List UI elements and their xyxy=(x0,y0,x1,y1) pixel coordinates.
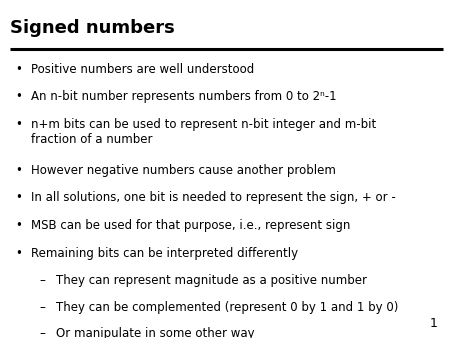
Text: •: • xyxy=(15,63,22,75)
Text: In all solutions, one bit is needed to represent the sign, + or -: In all solutions, one bit is needed to r… xyxy=(31,191,396,204)
Text: Signed numbers: Signed numbers xyxy=(10,19,175,37)
Text: 1: 1 xyxy=(429,317,437,330)
Text: •: • xyxy=(15,90,22,103)
Text: Or manipulate in some other way: Or manipulate in some other way xyxy=(56,327,255,338)
Text: MSB can be used for that purpose, i.e., represent sign: MSB can be used for that purpose, i.e., … xyxy=(31,219,350,232)
Text: n+m bits can be used to represent n-bit integer and m-bit
fraction of a number: n+m bits can be used to represent n-bit … xyxy=(31,118,376,146)
Text: –: – xyxy=(40,327,46,338)
Text: •: • xyxy=(15,118,22,131)
Text: •: • xyxy=(15,164,22,176)
Text: Remaining bits can be interpreted differently: Remaining bits can be interpreted differ… xyxy=(31,247,298,260)
Text: However negative numbers cause another problem: However negative numbers cause another p… xyxy=(31,164,336,176)
Text: An n-bit number represents numbers from 0 to 2ⁿ-1: An n-bit number represents numbers from … xyxy=(31,90,336,103)
Text: •: • xyxy=(15,191,22,204)
Text: Positive numbers are well understood: Positive numbers are well understood xyxy=(31,63,254,75)
Text: –: – xyxy=(40,274,46,287)
Text: •: • xyxy=(15,219,22,232)
Text: They can be complemented (represent 0 by 1 and 1 by 0): They can be complemented (represent 0 by… xyxy=(56,301,399,314)
Text: They can represent magnitude as a positive number: They can represent magnitude as a positi… xyxy=(56,274,367,287)
Text: •: • xyxy=(15,247,22,260)
Text: –: – xyxy=(40,301,46,314)
